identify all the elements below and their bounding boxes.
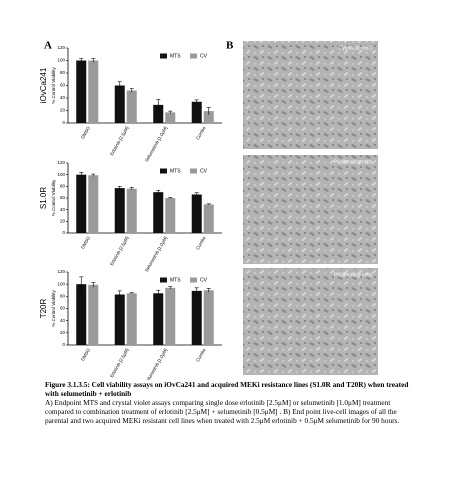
legend-swatch [160, 53, 167, 59]
bar [203, 204, 214, 233]
y-tick-label: 120 [57, 45, 65, 50]
image-label: Proliferating cells [334, 159, 373, 165]
x-tick-label: DMSO [80, 125, 91, 140]
bar [114, 294, 125, 345]
micrograph [243, 41, 378, 149]
y-tick-label: 100 [57, 58, 65, 63]
y-tick-label: 0 [62, 120, 65, 125]
legend-label: MTS [170, 168, 181, 174]
y-axis-label: % Control Viability [51, 179, 56, 216]
bar [126, 188, 137, 233]
y-tick-label: 20 [60, 108, 66, 113]
bar [191, 101, 202, 123]
x-tick-label: Combo [195, 235, 207, 250]
y-tick-label: 20 [60, 219, 66, 224]
y-tick-label: 40 [60, 95, 66, 100]
y-tick-label: 80 [60, 70, 66, 75]
x-tick-label: Selumetinib [1.0μM] [144, 236, 168, 273]
bar [126, 90, 137, 123]
panel-label: A [44, 40, 52, 52]
bar [76, 174, 87, 233]
legend-label: CV [200, 168, 208, 174]
x-tick-label: Erlotinib [2.5μM] [109, 348, 130, 379]
y-tick-label: 120 [57, 269, 65, 274]
image-label: Proliferating cells [334, 272, 373, 278]
legend-label: CV [200, 53, 208, 59]
x-tick-label: DMSO [80, 347, 91, 362]
bar [165, 198, 176, 233]
bar [165, 112, 176, 123]
bar [114, 85, 125, 123]
y-axis-label: % Control Viability [51, 67, 56, 104]
bar [76, 284, 87, 345]
y-tick-label: 100 [57, 281, 65, 286]
y-axis-label: % Control Viability [51, 290, 56, 327]
legend-swatch [190, 53, 197, 59]
caption-title: Figure 3.1.3.5: Cell viability assays on… [45, 380, 409, 398]
x-tick-label: Combo [195, 347, 207, 362]
micrograph [243, 268, 378, 375]
legend-label: MTS [170, 277, 181, 283]
y-tick-label: 40 [60, 207, 66, 212]
bar [153, 293, 164, 345]
x-tick-label: Selumetinib [1.0μM] [144, 348, 168, 380]
y-tick-label: 100 [57, 172, 65, 177]
caption: Figure 3.1.3.5: Cell viability assays on… [45, 380, 415, 425]
legend-swatch [160, 277, 167, 283]
bar [203, 290, 214, 345]
bar [76, 60, 87, 123]
y-tick-label: 80 [60, 184, 66, 189]
x-tick-label: Erlotinib [2.5μM] [109, 236, 130, 267]
x-tick-label: Erlotinib [2.5μM] [109, 126, 130, 157]
bar [191, 290, 202, 345]
bar [88, 284, 99, 345]
bar [153, 104, 164, 123]
legend-swatch [190, 277, 197, 283]
cell-line-label: T20R [39, 298, 48, 318]
x-tick-label: Selumetinib [1.0μM] [144, 126, 168, 163]
x-tick-label: Combo [195, 125, 207, 140]
legend-label: MTS [170, 53, 181, 59]
y-tick-label: 20 [60, 330, 66, 335]
y-tick-label: 0 [62, 230, 65, 235]
cell-line-label: iOvCa241 [39, 67, 48, 103]
y-tick-label: 60 [60, 83, 66, 88]
cell-line-label: S1.0R [39, 187, 48, 209]
bar [153, 192, 164, 233]
bar [203, 111, 214, 123]
x-tick-label: DMSO [80, 235, 91, 250]
y-tick-label: 0 [62, 342, 65, 347]
bar [191, 194, 202, 233]
y-tick-label: 60 [60, 195, 66, 200]
bar [88, 60, 99, 123]
legend-swatch [160, 168, 167, 174]
y-tick-label: 80 [60, 294, 66, 299]
figure: A B Cytostatic cells Proliferating cells… [39, 40, 378, 380]
caption-body: A) Endpoint MTS and crystal violet assay… [45, 398, 400, 425]
bar [165, 287, 176, 345]
bar [126, 293, 137, 345]
legend-label: CV [200, 277, 208, 283]
micrograph [243, 155, 378, 264]
legend-swatch [190, 168, 197, 174]
y-tick-label: 40 [60, 318, 66, 323]
y-tick-label: 120 [57, 160, 65, 165]
panel-label: B [226, 40, 234, 52]
y-tick-label: 60 [60, 306, 66, 311]
bar [114, 188, 125, 233]
image-label: Cytostatic cells [339, 45, 373, 51]
bar [88, 175, 99, 233]
